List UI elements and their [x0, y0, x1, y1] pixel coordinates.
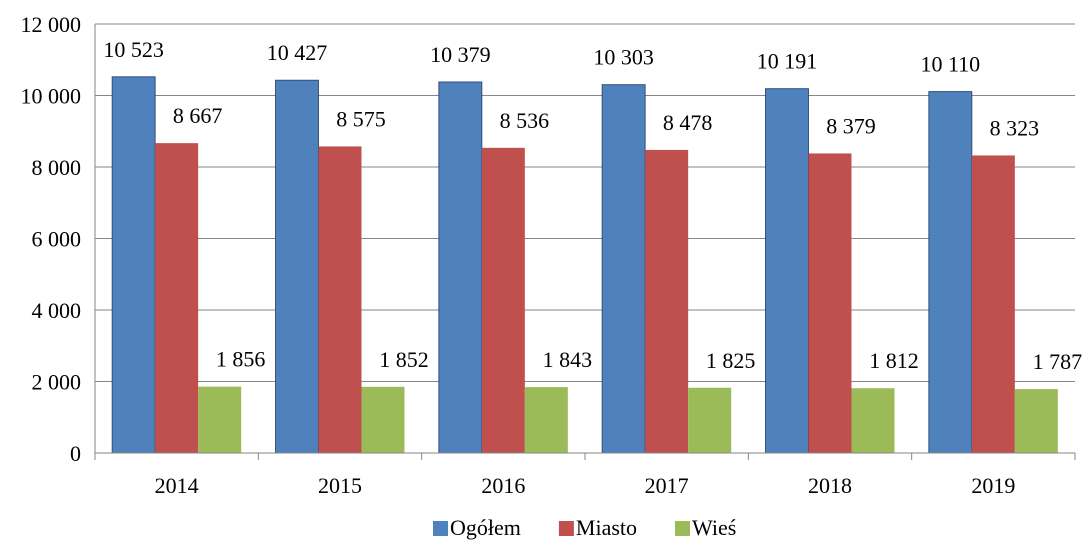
- y-tick-label: 8 000: [32, 155, 82, 180]
- y-tick-label: 12 000: [21, 12, 82, 37]
- bar-miasto-2017: [645, 149, 689, 453]
- legend-label-wies: Wieś: [692, 515, 736, 540]
- legend-swatch-ogolem: [433, 521, 448, 536]
- data-label-ogolem-2018: 10 191: [757, 49, 818, 74]
- bar-ogolem-2019: [928, 91, 973, 454]
- data-label-ogolem-2014: 10 523: [103, 37, 164, 62]
- legend-item-wies: Wieś: [675, 515, 736, 540]
- data-label-miasto-2015: 8 575: [336, 106, 386, 131]
- bar-wies-2015: [361, 386, 405, 453]
- bar-ogolem-2017: [601, 84, 646, 454]
- data-label-ogolem-2017: 10 303: [593, 45, 654, 70]
- bar-ogolem-2014: [111, 76, 156, 454]
- legend-label-miasto: Miasto: [576, 515, 637, 540]
- bar-wies-2017: [688, 387, 732, 453]
- legend-swatch-wies: [675, 521, 691, 536]
- bar-ogolem-2018: [765, 88, 809, 454]
- data-label-ogolem-2019: 10 110: [920, 52, 980, 77]
- legend: Ogółem Miasto Wieś: [433, 515, 736, 540]
- y-tick-label: 10 000: [21, 84, 82, 109]
- data-label-miasto-2018: 8 379: [826, 113, 876, 138]
- x-tick-label: 2016: [481, 473, 525, 498]
- x-tick-label: 2014: [155, 473, 199, 498]
- bar-ogolem-2016: [438, 81, 483, 454]
- legend-item-ogolem: Ogółem: [433, 515, 521, 540]
- bars: [111, 76, 1058, 454]
- bar-miasto-2014: [155, 143, 199, 453]
- y-tick-labels: 0 2 000 4 000 6 000 8 000 10 000 12 000: [21, 12, 82, 466]
- data-label-wies-2018: 1 812: [869, 348, 919, 373]
- data-label-wies-2016: 1 843: [543, 347, 593, 372]
- data-labels: 10 523 8 667 1 856 10 427 8 575 1 852 10 379 8 …: [103, 37, 1082, 374]
- y-tick-label: 2 000: [32, 370, 82, 395]
- legend-label-ogolem: Ogółem: [450, 515, 521, 540]
- x-tick-labels: 2014 2015 2016 2017 2018 2019: [155, 473, 1016, 498]
- data-label-miasto-2019: 8 323: [990, 115, 1040, 140]
- bar-miasto-2019: [971, 155, 1015, 453]
- bar-miasto-2018: [808, 153, 852, 453]
- bar-miasto-2015: [318, 146, 362, 453]
- bar-ogolem-2015: [275, 79, 319, 454]
- y-tick-label: 0: [70, 441, 81, 466]
- legend-swatch-miasto: [558, 521, 574, 536]
- data-label-ogolem-2016: 10 379: [430, 42, 491, 67]
- x-tick-label: 2019: [971, 473, 1015, 498]
- bar-wies-2018: [851, 388, 895, 453]
- bar-miasto-2016: [481, 147, 525, 453]
- data-label-wies-2017: 1 825: [706, 348, 756, 373]
- x-tick-label: 2015: [318, 473, 362, 498]
- data-label-ogolem-2015: 10 427: [267, 40, 328, 65]
- x-tick-label: 2017: [645, 473, 689, 498]
- bar-wies-2016: [524, 387, 568, 453]
- data-label-miasto-2016: 8 536: [500, 108, 550, 133]
- data-label-miasto-2014: 8 667: [173, 103, 223, 128]
- data-label-wies-2014: 1 856: [216, 347, 266, 372]
- legend-item-miasto: Miasto: [558, 515, 637, 540]
- bar-wies-2014: [198, 386, 242, 453]
- data-label-miasto-2017: 8 478: [663, 110, 713, 135]
- x-tick-label: 2018: [808, 473, 852, 498]
- grid-lines: [95, 23, 1075, 382]
- axes: [94, 24, 1076, 460]
- y-tick-label: 6 000: [32, 227, 82, 252]
- data-label-wies-2019: 1 787: [1033, 349, 1083, 374]
- y-tick-label: 4 000: [32, 298, 82, 323]
- data-label-wies-2015: 1 852: [379, 347, 429, 372]
- bar-wies-2019: [1014, 389, 1058, 453]
